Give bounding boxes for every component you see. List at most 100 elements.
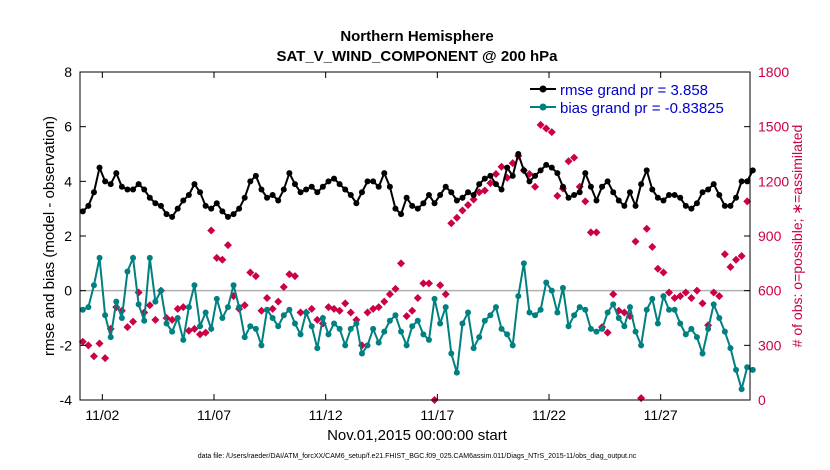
obs-count-point: [464, 201, 473, 210]
bias-point: [593, 328, 600, 335]
rmse-point: [543, 161, 550, 168]
rmse-point: [375, 183, 382, 190]
rmse-point: [280, 186, 287, 193]
bias-point: [370, 325, 377, 332]
rmse-point: [381, 170, 388, 177]
rmse-point: [303, 186, 310, 193]
y2-tick-label: 900: [758, 228, 782, 244]
rmse-point: [353, 200, 360, 207]
rmse-point: [336, 181, 343, 188]
rmse-point: [582, 170, 589, 177]
rmse-point: [208, 205, 215, 212]
rmse-series: [79, 150, 756, 220]
rmse-point: [548, 164, 555, 171]
obs-count-point: [201, 328, 210, 337]
obs-count-point: [659, 268, 668, 277]
obs-count-point: [419, 279, 428, 288]
rmse-point: [297, 189, 304, 196]
obs-count-point: [653, 264, 662, 273]
obs-count-point: [469, 195, 478, 204]
rmse-point: [258, 186, 265, 193]
bias-point: [286, 306, 293, 313]
obs-count-point: [553, 191, 562, 200]
rmse-point: [291, 181, 298, 188]
obs-count-point: [665, 288, 674, 297]
bias-point: [342, 342, 349, 349]
x-axis-ticks: 11/02 11/07 11/12 11/17 11/22 11/27: [85, 72, 678, 423]
x-tick-label: 11/17: [420, 407, 454, 423]
obs-count-point: [168, 315, 177, 324]
bias-point: [453, 369, 460, 376]
rmse-point: [453, 197, 460, 204]
bias-point: [191, 282, 198, 289]
bias-point: [543, 279, 550, 286]
bias-point: [492, 304, 499, 311]
bias-point: [135, 301, 142, 308]
bias-point: [716, 315, 723, 321]
rmse-point: [252, 172, 259, 179]
obs-count-point: [335, 306, 344, 315]
rmse-point: [169, 213, 176, 220]
bias-point: [152, 298, 159, 305]
rmse-point: [236, 205, 243, 212]
legend-bias-text: bias grand pr = -0.83825: [560, 100, 724, 117]
rmse-point: [96, 164, 103, 171]
obs-count-point: [268, 304, 277, 313]
rmse-point: [163, 211, 170, 218]
bias-point: [604, 309, 611, 316]
bias-point: [626, 304, 633, 311]
rmse-point: [498, 186, 505, 193]
bias-point: [96, 254, 103, 261]
bias-point: [264, 306, 271, 313]
y-axis-label: rmse and bias (model - observation): [41, 116, 58, 356]
bias-point: [520, 260, 527, 267]
obs-count-point: [715, 292, 724, 301]
obs-count-point: [246, 268, 255, 277]
obs-count-point: [179, 303, 188, 312]
obs-count-point: [408, 306, 417, 315]
obs-count-point: [687, 293, 696, 302]
obs-count-point: [151, 315, 160, 324]
chart-subtitle: SAT_V_WIND_COMPONENT @ 200 hPa: [276, 48, 558, 65]
obs-count-point: [101, 354, 110, 363]
bias-point: [431, 295, 438, 302]
rmse-point: [224, 213, 231, 220]
x-tick-label: 11/27: [644, 407, 678, 423]
rmse-point: [437, 192, 444, 198]
obs-count-point: [709, 288, 718, 297]
rmse-point: [386, 183, 393, 190]
obs-count-point: [263, 293, 272, 302]
rmse-point: [526, 178, 533, 185]
rmse-point: [537, 167, 544, 174]
rmse-point: [174, 205, 181, 212]
right-axis-ticks: 0 300 600 900 1200 1500 1800: [744, 64, 789, 408]
rmse-point: [79, 208, 86, 215]
bias-point: [124, 268, 131, 275]
rmse-point: [699, 189, 706, 196]
bias-point: [621, 323, 628, 330]
rmse-point: [638, 181, 645, 188]
bias-point: [459, 320, 466, 327]
bias-point: [308, 323, 315, 330]
legend-rmse-marker: [539, 85, 547, 93]
rmse-point: [264, 194, 271, 201]
rmse-point: [682, 202, 689, 209]
bias-point: [409, 323, 416, 330]
bias-point: [258, 342, 265, 349]
obs-count-point: [631, 237, 640, 246]
bias-point: [470, 345, 477, 352]
bias-point: [163, 320, 170, 327]
bias-point: [498, 325, 505, 332]
rmse-point: [409, 202, 416, 209]
rmse-point: [621, 202, 628, 209]
obs-count-point: [240, 301, 249, 310]
rmse-point: [202, 202, 209, 209]
x-tick-label: 11/07: [197, 407, 231, 423]
bias-point: [610, 301, 617, 308]
obs-count-point: [346, 308, 355, 317]
rmse-point: [532, 172, 539, 179]
bias-point: [358, 350, 365, 357]
obs-count-point: [313, 315, 322, 324]
rmse-point: [191, 181, 198, 188]
obs-count-point: [218, 255, 227, 264]
